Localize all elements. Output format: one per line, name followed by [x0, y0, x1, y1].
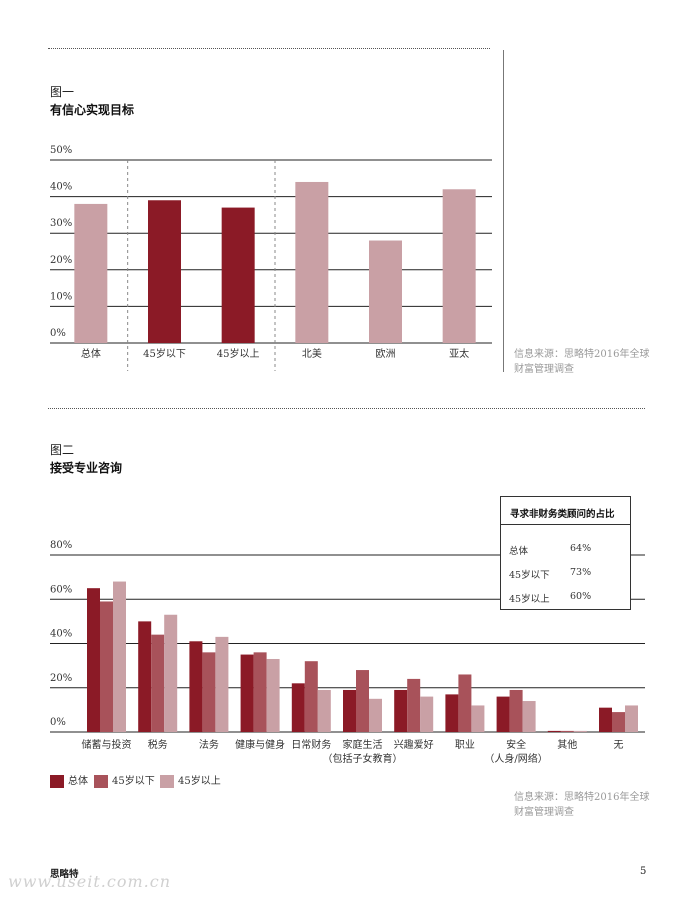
bar [304, 661, 318, 732]
bar [522, 701, 536, 732]
y-tick-label: 80% [50, 540, 72, 551]
x-tick-label: 安全 [506, 738, 526, 751]
y-tick-label: 60% [50, 584, 72, 595]
x-tick-label: 45岁以下 [143, 347, 186, 360]
bar [113, 581, 126, 732]
bar [445, 694, 459, 732]
x-tick-label: 欧洲 [376, 348, 396, 360]
x-tick-label: （包括子女教育） [323, 752, 403, 765]
figure2-title: 接受专业咨询 [50, 461, 123, 475]
x-tick-label: 无 [614, 740, 624, 751]
bar [189, 641, 203, 732]
x-tick-label: （人身/网络） [484, 752, 547, 765]
y-tick-label: 50% [50, 145, 72, 156]
bar [295, 181, 329, 343]
bar [100, 601, 113, 732]
inset-row-value: 73% [570, 567, 592, 578]
figure2-label: 图二 [50, 443, 75, 457]
x-tick-label: 法务 [199, 738, 219, 751]
x-tick-label: 税务 [148, 738, 168, 751]
x-tick-label: 总体 [81, 347, 101, 360]
y-tick-label: 30% [50, 218, 72, 229]
bar [221, 207, 255, 343]
bar [625, 705, 638, 732]
bar [164, 614, 178, 732]
figure1-chart: 0% 10% 20% 30% 40% 50% 总体 45岁以下 45岁以上 北美 欧洲 亚太 [50, 145, 492, 371]
page-number: 5 [640, 866, 647, 877]
bar [74, 203, 108, 343]
bar [215, 636, 229, 732]
y-tick-label: 20% [50, 255, 72, 266]
bar [547, 730, 561, 732]
bar [407, 678, 421, 732]
figure2-source: 信息来源：思略特2016年全球财富管理调查 [514, 792, 650, 818]
y-tick-label: 20% [50, 673, 72, 684]
bar [560, 730, 574, 732]
bar [458, 674, 472, 732]
bar [496, 696, 510, 732]
bar [356, 670, 369, 732]
bar [87, 588, 100, 732]
inset-row-label: 45岁以下 [509, 570, 550, 581]
y-tick-label: 0% [50, 328, 66, 339]
middle-dotted-divider [48, 408, 645, 409]
bar [599, 707, 612, 732]
inset-title: 寻求非财务类顾问的占比 [510, 509, 615, 520]
bar [509, 689, 523, 732]
x-tick-label: 储蓄与投资 [82, 738, 132, 751]
x-tick-label: 北美 [302, 347, 322, 360]
x-tick-label: 45岁以上 [217, 347, 260, 360]
bar [253, 652, 267, 732]
bar [369, 698, 382, 732]
legend-swatch [160, 775, 174, 788]
inset-divider [501, 524, 630, 525]
bar [442, 189, 476, 343]
top-dotted-divider [48, 48, 490, 49]
legend-label: 45岁以下 [112, 776, 155, 787]
legend-swatch [50, 775, 64, 788]
bar [138, 621, 152, 732]
x-tick-label: 亚太 [449, 347, 469, 360]
x-tick-label: 职业 [455, 739, 475, 751]
bar [471, 705, 485, 732]
bar [420, 696, 434, 732]
advisor-share-inset: 寻求非财务类顾问的占比 总体 64% 45岁以下 73% 45岁以上 60% [500, 496, 631, 610]
bar [240, 654, 254, 732]
bar [573, 730, 587, 732]
bar [202, 652, 216, 732]
figure1-label: 图一 [50, 85, 75, 99]
figure1-source: 信息来源：思略特2016年全球财富管理调查 [514, 349, 650, 375]
x-tick-label: 家庭生活 [343, 738, 383, 751]
y-tick-label: 10% [50, 291, 72, 302]
y-tick-label: 0% [50, 717, 66, 728]
source-vertical-rule [503, 50, 504, 372]
inset-row-value: 64% [570, 543, 592, 554]
figure2-chart: 0% 20% 40% 60% 80% 储蓄与投资 税务 法务 健康与健身 日常财务 家庭生活（包括子… [50, 540, 645, 765]
bar [317, 689, 331, 732]
y-tick-label: 40% [50, 182, 72, 193]
bar [343, 689, 356, 732]
x-tick-label: 健康与健身 [235, 738, 285, 751]
bar [369, 240, 402, 343]
inset-row-label: 45岁以上 [509, 594, 550, 605]
y-tick-label: 40% [50, 629, 72, 640]
legend-label: 总体 [68, 776, 88, 787]
legend-swatch [94, 775, 108, 788]
x-tick-label: 兴趣爱好 [394, 738, 434, 751]
inset-row-label: 总体 [509, 546, 529, 557]
inset-row-value: 60% [570, 591, 592, 602]
x-tick-label: 其他 [557, 738, 577, 751]
x-tick-label: 日常财务 [291, 738, 331, 751]
bar [394, 689, 408, 732]
footer-brand: 思略特 [50, 869, 79, 880]
bar [291, 683, 305, 732]
bar [266, 658, 280, 732]
legend-label: 45岁以上 [178, 776, 221, 787]
bar [148, 200, 181, 343]
bar [151, 634, 165, 732]
watermark: www.useit.com.cn [8, 872, 172, 891]
figure1-title: 有信心实现目标 [50, 103, 135, 117]
bar [612, 712, 625, 732]
